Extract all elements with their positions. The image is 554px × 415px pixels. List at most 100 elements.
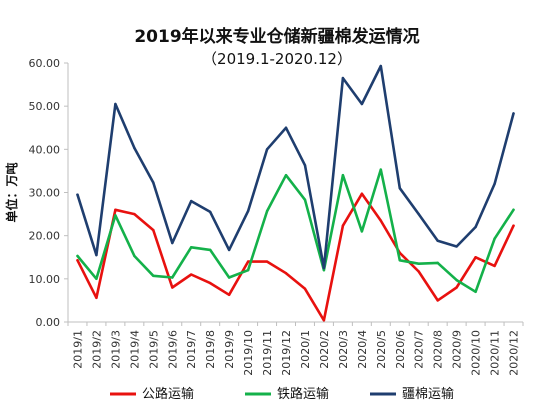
series-line-2 — [76, 64, 515, 270]
series-1-point — [455, 278, 458, 282]
chart-subtitle: （2019.1-2020.12） — [202, 50, 352, 68]
series-2-point — [512, 112, 515, 115]
y-tick-label: 10.00 — [29, 273, 61, 286]
x-tick-label: 2019/7 — [185, 330, 198, 369]
series-line-1 — [76, 168, 515, 294]
y-tick-label: 60.00 — [29, 57, 61, 70]
x-tick-label: 2019/3 — [109, 330, 122, 369]
series-0-point — [322, 319, 326, 322]
series-0-point — [208, 281, 212, 285]
series-1-point — [152, 274, 155, 278]
series-2-point — [171, 241, 174, 245]
series-1-point — [341, 174, 345, 177]
y-axis-title: 单位：万吨 — [4, 162, 19, 222]
series-2-point — [190, 199, 193, 203]
x-tick-label: 2019/4 — [128, 330, 141, 369]
series-0-point — [95, 296, 98, 300]
x-tick-label: 2019/5 — [147, 330, 160, 369]
series-2-point — [208, 210, 212, 214]
series-line-0 — [76, 192, 515, 322]
legend-label-2: 疆棉运输 — [402, 386, 454, 402]
series-2-point — [436, 239, 439, 243]
series-2-point — [265, 148, 269, 151]
series-0-point — [360, 192, 364, 195]
series-1-point — [303, 198, 307, 202]
y-tick-label: 40.00 — [29, 143, 61, 156]
series-2-point — [341, 76, 345, 80]
series-0-point — [227, 293, 231, 297]
x-tick-label: 2019/12 — [280, 330, 293, 376]
x-tick-label: 2020/4 — [356, 330, 369, 369]
y-tick-label: 0.00 — [36, 316, 61, 329]
x-tick-label: 2019/10 — [242, 330, 255, 376]
series-0-point — [76, 259, 79, 262]
series-2-point — [246, 209, 250, 213]
series-0-point — [246, 260, 250, 263]
series-1-point — [360, 230, 364, 233]
x-tick-label: 2020/9 — [451, 330, 464, 369]
series-1-point — [398, 259, 401, 262]
series-1-point — [246, 269, 250, 272]
y-tick-label: 20.00 — [29, 230, 61, 243]
series-1-point — [436, 261, 439, 265]
series-0-point — [265, 260, 269, 263]
series-1-point — [227, 276, 231, 279]
x-tick-label: 2019/9 — [223, 330, 236, 369]
series-2-point — [284, 126, 288, 129]
series-1-point — [95, 277, 98, 281]
series-0-point — [133, 212, 136, 216]
series-1-point — [474, 290, 477, 293]
series-2-point — [227, 248, 231, 252]
series-1-point — [512, 208, 515, 211]
series-1-point — [76, 254, 79, 258]
series-2-point — [379, 64, 383, 68]
x-tick-label: 2019/2 — [90, 330, 103, 369]
x-tick-label: 2020/2 — [318, 330, 331, 369]
series-2-point — [322, 266, 326, 270]
series-1-point — [265, 209, 269, 213]
series-0-point — [171, 286, 174, 289]
x-tick-label: 2020/7 — [413, 330, 426, 369]
series-2-point — [76, 193, 79, 196]
series-2-point — [474, 225, 477, 229]
y-tick-label: 50.00 — [29, 100, 61, 113]
series-1-point — [322, 269, 326, 272]
series-0-point — [493, 264, 496, 268]
series-0-point — [455, 286, 458, 289]
y-tick-label: 30.00 — [29, 187, 61, 200]
x-tick-label: 2020/8 — [432, 330, 445, 369]
x-tick-label: 2020/1 — [299, 330, 312, 369]
x-tick-label: 2019/6 — [166, 330, 179, 369]
series-2-point — [152, 181, 155, 184]
legend-label-0: 公路运输 — [142, 386, 194, 402]
series-0-point — [379, 219, 383, 222]
x-tick-label: 2020/3 — [337, 330, 350, 369]
series-0-point — [436, 299, 439, 302]
x-tick-label: 2019/8 — [204, 330, 217, 369]
series-1-point — [133, 254, 136, 258]
series-1-point — [284, 174, 288, 177]
series-2-point — [493, 182, 496, 186]
series-2-point — [398, 186, 401, 190]
series-2-point — [133, 146, 136, 150]
series-0-point — [512, 224, 515, 227]
series-1-point — [379, 168, 383, 171]
legend-label-1: 铁路运输 — [277, 386, 329, 402]
x-tick-label: 2020/12 — [508, 330, 521, 376]
series-0-point — [417, 270, 420, 273]
series-0-point — [474, 256, 477, 259]
series-0-point — [190, 273, 193, 276]
x-tick-label: 2020/6 — [394, 330, 407, 369]
x-tick-label: 2020/11 — [489, 330, 502, 376]
series-2-point — [455, 245, 458, 248]
series-2-point — [114, 102, 117, 106]
chart-title: 2019年以来专业仓储新疆棉发运情况 — [134, 27, 420, 47]
series-0-point — [284, 272, 288, 275]
series-0-point — [303, 287, 307, 290]
series-1-point — [493, 237, 496, 240]
series-1-point — [208, 248, 212, 252]
x-tick-label: 2020/10 — [470, 330, 483, 376]
x-tick-label: 2019/1 — [71, 330, 84, 369]
series-1-point — [417, 262, 420, 265]
